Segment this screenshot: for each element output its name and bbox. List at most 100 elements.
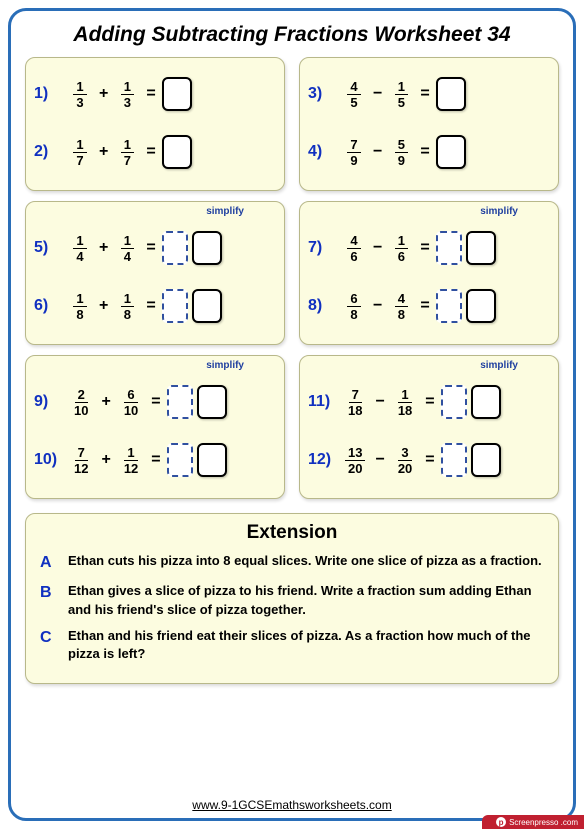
operator: −: [373, 85, 382, 103]
problem-row: 11) 718−118 =: [308, 380, 550, 424]
equals-sign: =: [420, 297, 429, 315]
operator: −: [375, 451, 384, 469]
extension-items: AEthan cuts his pizza into 8 equal slice…: [40, 552, 544, 663]
extension-letter: C: [40, 627, 68, 663]
extension-item: CEthan and his friend eat their slices o…: [40, 627, 544, 663]
fraction-a: 46: [345, 234, 363, 263]
equals-sign: =: [420, 239, 429, 257]
fraction-a: 68: [345, 292, 363, 321]
answer-box[interactable]: [162, 77, 192, 111]
answer-box[interactable]: [466, 289, 496, 323]
problem-number: 8): [308, 297, 340, 315]
answer-box[interactable]: [197, 443, 227, 477]
problem-panel: simplify11)718−118=12)1320−320=: [299, 355, 559, 499]
fraction-b: 13: [118, 80, 136, 109]
operator: −: [375, 393, 384, 411]
problem-number: 3): [308, 85, 340, 103]
simplify-label: simplify: [480, 206, 518, 217]
fraction-a: 1320: [345, 446, 365, 475]
fraction-a: 18: [71, 292, 89, 321]
answer-box[interactable]: [471, 385, 501, 419]
operator: −: [373, 239, 382, 257]
problem-number: 2): [34, 143, 66, 161]
simplify-label: simplify: [206, 206, 244, 217]
answer-box[interactable]: [162, 135, 192, 169]
problem-number: 11): [308, 393, 340, 411]
extension-text: Ethan cuts his pizza into 8 equal slices…: [68, 552, 542, 574]
answer-box[interactable]: [436, 135, 466, 169]
extension-title: Extension: [40, 522, 544, 544]
answer-box-intermediate[interactable]: [162, 289, 188, 323]
answer-box-intermediate[interactable]: [441, 385, 467, 419]
problem-row: 6)18+18=: [34, 284, 276, 328]
answer-box[interactable]: [466, 231, 496, 265]
answer-box-intermediate[interactable]: [167, 385, 193, 419]
answer-box[interactable]: [192, 231, 222, 265]
extension-text: Ethan gives a slice of pizza to his frie…: [68, 582, 544, 618]
problem-number: 1): [34, 85, 66, 103]
operator: +: [99, 297, 108, 315]
answer-box[interactable]: [192, 289, 222, 323]
fraction-a: 79: [345, 138, 363, 167]
fraction-b: 59: [392, 138, 410, 167]
answer-box-intermediate[interactable]: [441, 443, 467, 477]
equals-sign: =: [146, 297, 155, 315]
equals-sign: =: [420, 143, 429, 161]
fraction-a: 45: [345, 80, 363, 109]
problem-row: 9) 210 +610 =: [34, 380, 276, 424]
equals-sign: =: [425, 393, 434, 411]
operator: +: [99, 239, 108, 257]
equals-sign: =: [151, 451, 160, 469]
problem-panel: simplify9)210+610=10)712+112=: [25, 355, 285, 499]
extension-item: AEthan cuts his pizza into 8 equal slice…: [40, 552, 544, 574]
answer-box-intermediate[interactable]: [436, 289, 462, 323]
fraction-a: 718: [345, 388, 365, 417]
equals-sign: =: [151, 393, 160, 411]
operator: +: [99, 143, 108, 161]
problem-number: 7): [308, 239, 340, 257]
answer-box-intermediate[interactable]: [436, 231, 462, 265]
source-url[interactable]: www.9-1GCSEmathsworksheets.com: [11, 798, 573, 812]
equals-sign: =: [146, 143, 155, 161]
problem-number: 10): [34, 451, 66, 469]
problem-row: 4) 79−59 =: [308, 130, 550, 174]
fraction-a: 210: [71, 388, 91, 417]
problem-panel: simplify5)14+14=6)18+18=: [25, 201, 285, 345]
operator: +: [101, 393, 110, 411]
problem-number: 9): [34, 393, 66, 411]
answer-box-intermediate[interactable]: [167, 443, 193, 477]
operator: −: [373, 297, 382, 315]
simplify-label: simplify: [480, 360, 518, 371]
fraction-b: 118: [395, 388, 415, 417]
fraction-b: 17: [118, 138, 136, 167]
extension-item: BEthan gives a slice of pizza to his fri…: [40, 582, 544, 618]
equals-sign: =: [146, 239, 155, 257]
fraction-a: 14: [71, 234, 89, 263]
worksheet-page: Adding Subtracting Fractions Worksheet 3…: [8, 8, 576, 821]
problem-row: 12)1320−320=: [308, 438, 550, 482]
problem-row: 10)712+112=: [34, 438, 276, 482]
problem-panel: simplify7)46−16=8)68−48=: [299, 201, 559, 345]
extension-panel: Extension AEthan cuts his pizza into 8 e…: [25, 513, 559, 684]
fraction-b: 610: [121, 388, 141, 417]
equals-sign: =: [420, 85, 429, 103]
answer-box[interactable]: [471, 443, 501, 477]
problem-row: 5)14+14=: [34, 226, 276, 270]
fraction-a: 17: [71, 138, 89, 167]
answer-box-intermediate[interactable]: [162, 231, 188, 265]
fraction-b: 48: [392, 292, 410, 321]
problem-number: 5): [34, 239, 66, 257]
answer-box[interactable]: [197, 385, 227, 419]
fraction-b: 16: [392, 234, 410, 263]
problems-grid: 1)13+13=2)17+17=3)45−15=4)79−59=simplify…: [25, 57, 559, 499]
problem-panel: 1)13+13=2)17+17=: [25, 57, 285, 191]
extension-letter: B: [40, 582, 68, 618]
operator: −: [373, 143, 382, 161]
answer-box[interactable]: [436, 77, 466, 111]
problem-number: 4): [308, 143, 340, 161]
watermark-icon: p: [496, 817, 506, 827]
problem-row: 2) 17 +17 =: [34, 130, 276, 174]
problem-row: 8) 68−48 =: [308, 284, 550, 328]
extension-text: Ethan and his friend eat their slices of…: [68, 627, 544, 663]
fraction-b: 18: [118, 292, 136, 321]
